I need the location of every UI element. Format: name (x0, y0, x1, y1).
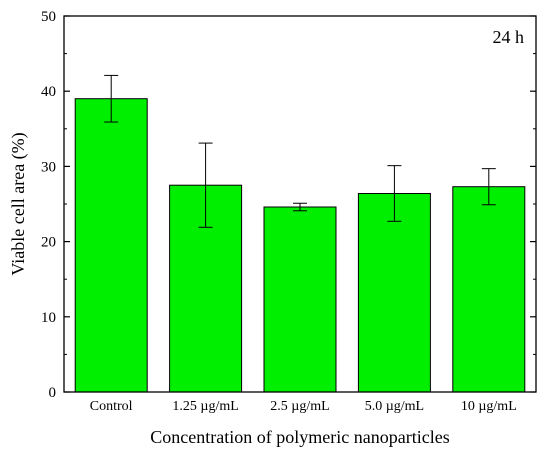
y-axis-title: Viable cell area (%) (8, 132, 29, 275)
x-tick-label: 2.5 µg/mL (270, 399, 329, 414)
x-tick-label: 10 µg/mL (461, 399, 517, 414)
y-tick-label: 40 (41, 84, 56, 100)
bar (452, 186, 526, 393)
bar (74, 98, 148, 393)
bars-group (74, 98, 526, 393)
error-bars-group (104, 74, 496, 228)
x-axis-title: Concentration of polymeric nanoparticles (150, 427, 449, 447)
y-tick-label: 0 (49, 385, 57, 401)
y-tick-label: 20 (41, 235, 56, 251)
x-axis-category-labels: Control 1.25 µg/mL 2.5 µg/mL 5.0 µg/mL 10 µg… (90, 399, 517, 414)
y-tick-label: 30 (41, 159, 56, 175)
plot-area-frame (63, 15, 537, 393)
annotation-label: 24 h (493, 27, 525, 47)
error-bar (481, 168, 496, 206)
x-tick-label: 1.25 µg/mL (172, 399, 238, 414)
bar (357, 193, 431, 393)
error-bar (198, 142, 213, 228)
error-bar (293, 202, 307, 212)
x-tick-label: 5.0 µg/mL (365, 399, 424, 414)
y-tick-label: 50 (41, 9, 56, 25)
error-bar (104, 74, 119, 123)
bar (263, 206, 337, 393)
y-tick-label: 10 (41, 310, 56, 326)
y-axis-ticks: 0 10 20 30 40 50 (41, 9, 536, 401)
x-tick-label: Control (90, 399, 133, 414)
error-bar (387, 165, 402, 222)
